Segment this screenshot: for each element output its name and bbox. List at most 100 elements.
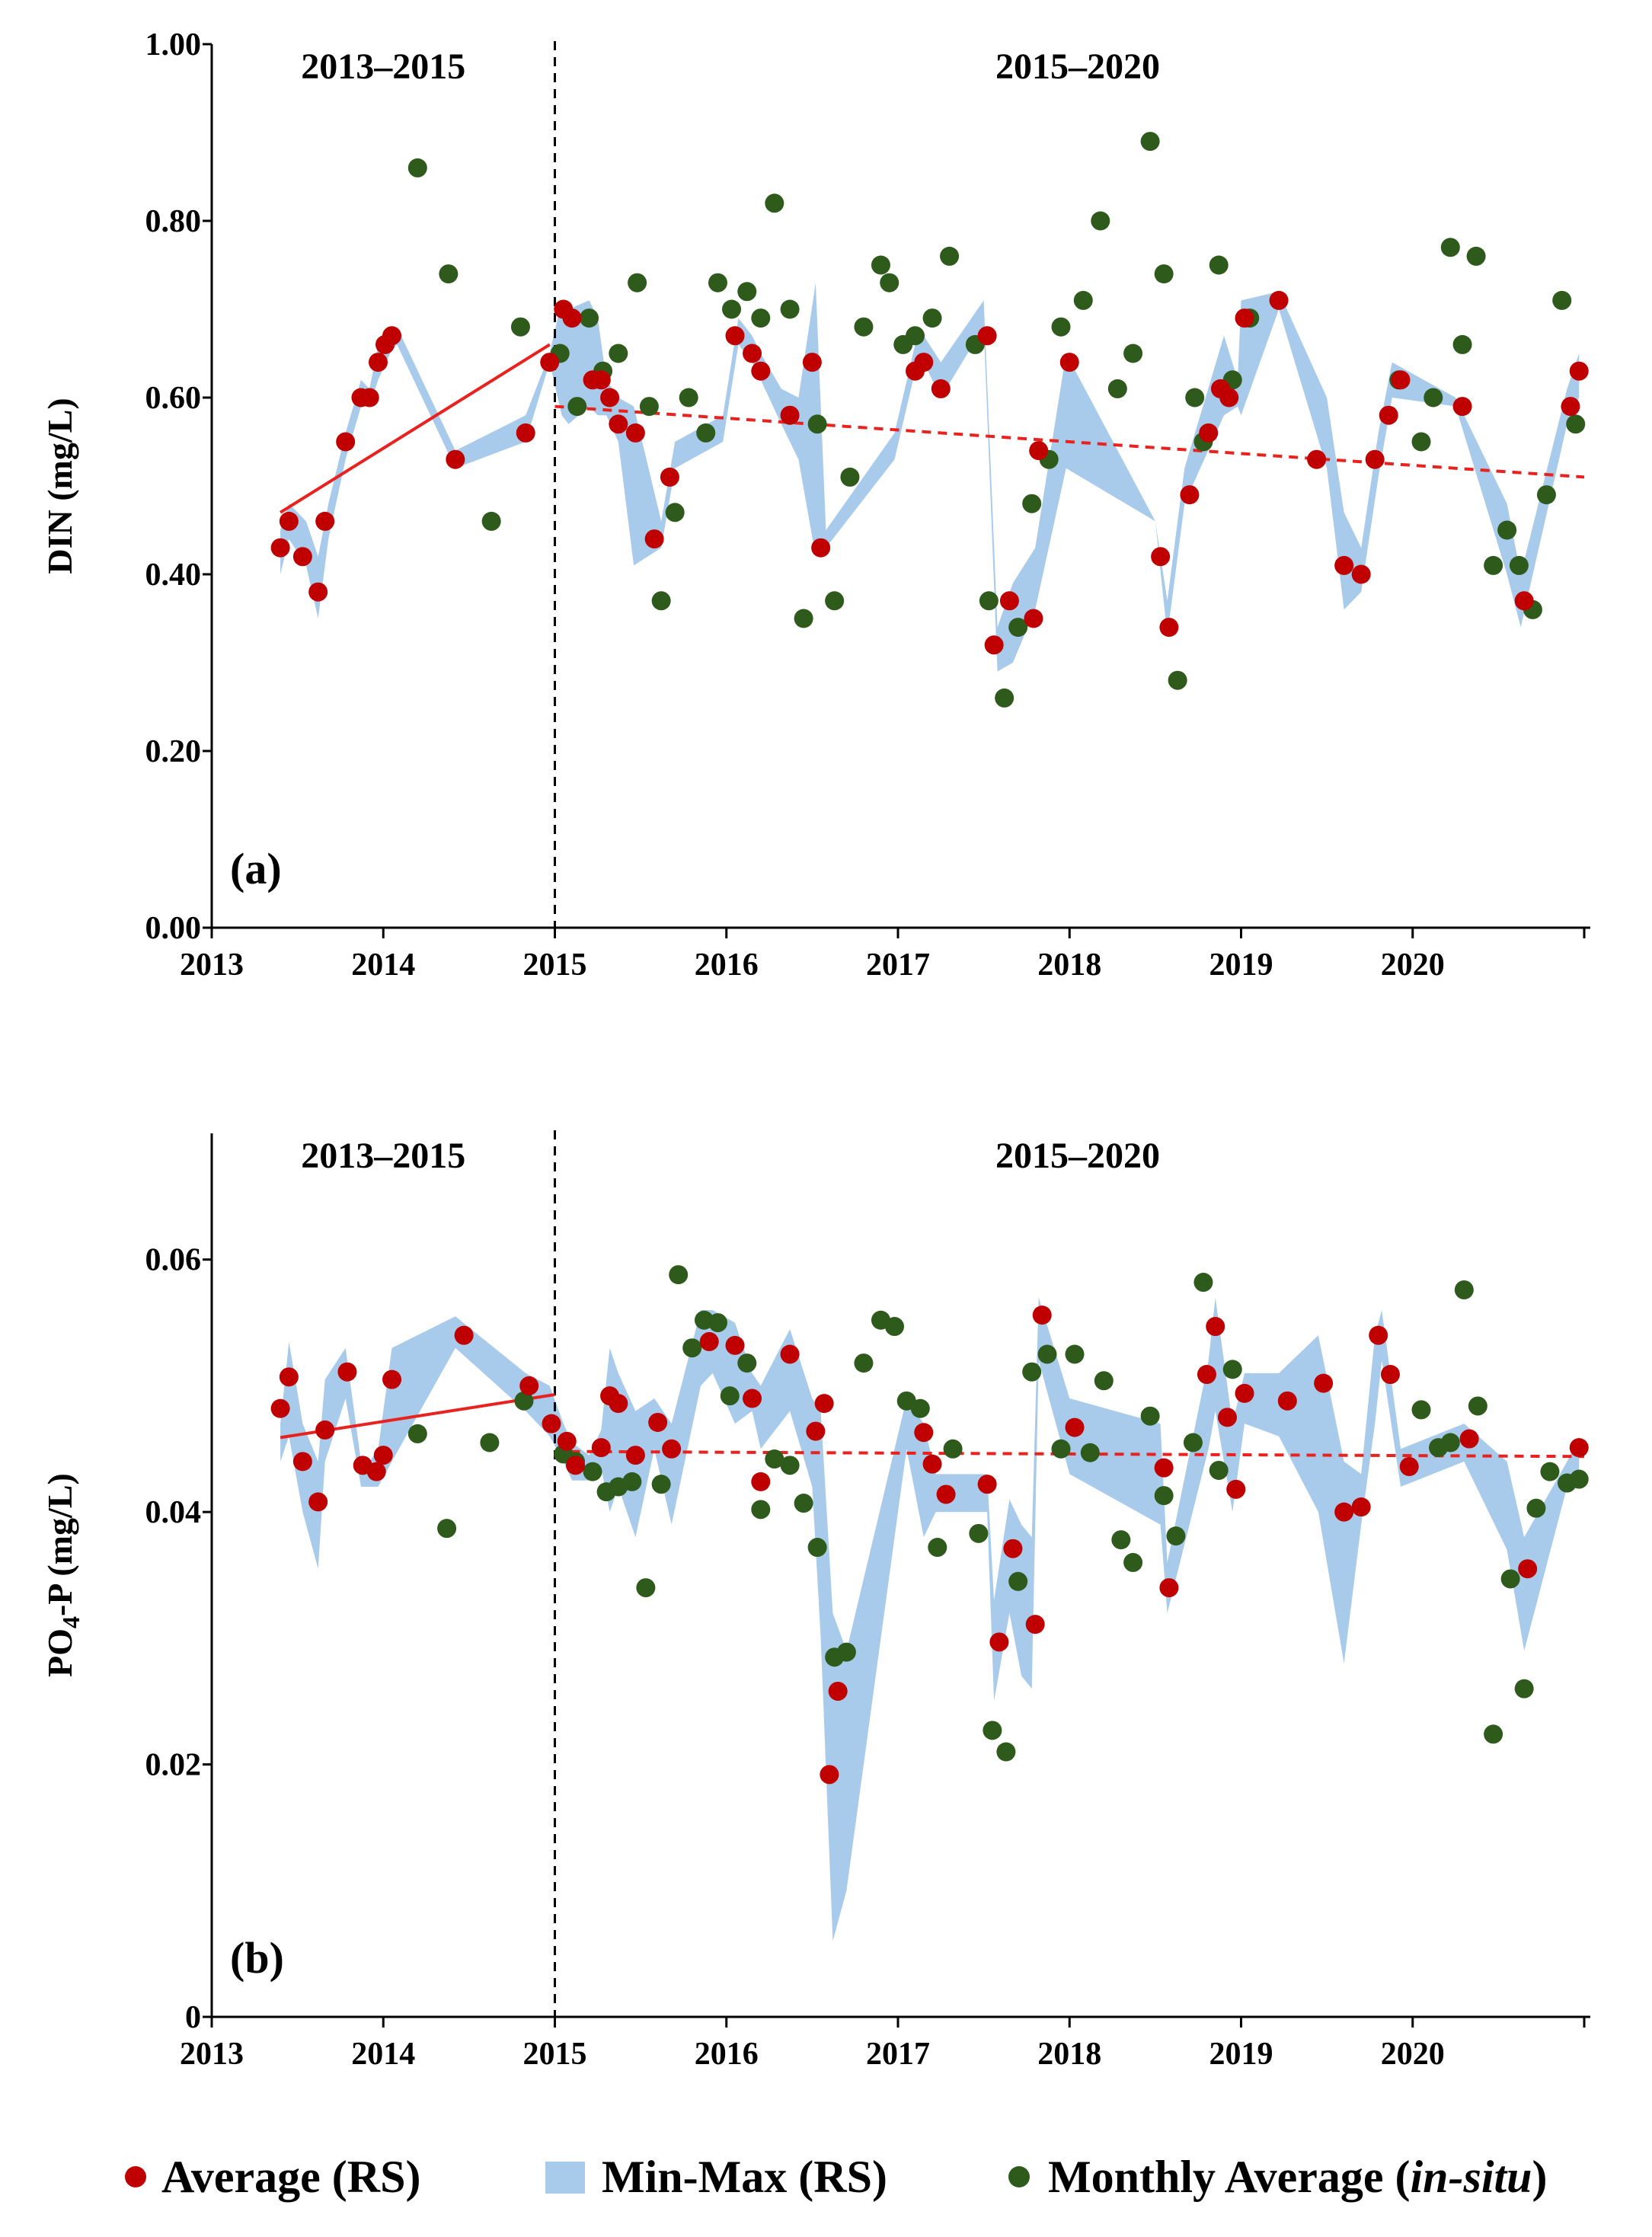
insitu-point — [871, 255, 890, 275]
legend-average-label: Average (RS) — [161, 2152, 420, 2202]
average-point — [454, 1325, 474, 1345]
average-point — [542, 1414, 561, 1433]
insitu-point — [765, 193, 784, 213]
insitu-point — [854, 317, 874, 337]
average-point — [1269, 290, 1289, 310]
average-point — [1399, 1456, 1419, 1476]
insitu-point — [682, 1338, 702, 1358]
insitu-point — [679, 388, 698, 407]
average-point — [1351, 1497, 1371, 1517]
average-point — [1059, 353, 1079, 372]
insitu-point — [765, 1449, 784, 1469]
average-point — [336, 432, 356, 452]
insitu-point — [1424, 388, 1443, 407]
y-tick-label: 0.06 — [145, 1243, 202, 1278]
insitu-point — [928, 1538, 947, 1558]
insitu-point — [906, 326, 925, 346]
average-point — [359, 388, 379, 407]
average-point — [662, 1439, 682, 1459]
average-point — [308, 582, 328, 602]
average-point — [931, 379, 951, 398]
insitu-point — [1065, 1344, 1085, 1364]
insitu-point — [1569, 1469, 1589, 1489]
average-point — [814, 1394, 834, 1414]
insitu-point — [1484, 1724, 1503, 1744]
insitu-point — [1080, 1443, 1100, 1462]
average-point — [751, 1472, 771, 1491]
y-axis-label: PO4-P (mg/L) — [40, 1473, 85, 1677]
average-point — [1277, 1391, 1297, 1411]
average-point — [811, 538, 831, 558]
insitu-point — [884, 1317, 904, 1337]
average-point — [1180, 485, 1200, 505]
average-point — [600, 388, 620, 407]
insitu-point — [940, 246, 960, 266]
average-point — [1217, 1408, 1237, 1427]
average-point — [315, 1420, 335, 1440]
average-point — [1032, 1305, 1052, 1325]
average-point — [1379, 405, 1398, 425]
average-point — [725, 326, 745, 346]
insitu-point — [1540, 1462, 1560, 1481]
insitu-point — [996, 1742, 1016, 1762]
insitu-point — [480, 1433, 500, 1452]
insitu-point — [794, 609, 813, 628]
insitu-point — [1411, 1400, 1431, 1420]
average-point — [936, 1484, 956, 1504]
insitu-point — [1497, 520, 1517, 540]
y-tick-label: 0.02 — [145, 1748, 202, 1783]
insitu-point — [639, 397, 659, 417]
average-point — [743, 344, 762, 363]
average-point — [989, 1632, 1009, 1652]
average-point — [366, 1462, 386, 1481]
average-point — [751, 361, 771, 381]
insitu-point — [1500, 1569, 1520, 1589]
insitu-point — [1037, 1344, 1057, 1364]
insitu-point — [437, 1519, 457, 1539]
x-tick-label: 2014 — [351, 948, 415, 983]
average-point — [1518, 1559, 1538, 1579]
insitu-point — [1123, 344, 1143, 363]
x-tick-label: 2015 — [523, 2037, 587, 2072]
average-point — [1365, 449, 1385, 469]
average-point — [1159, 618, 1179, 638]
insitu-point — [751, 308, 771, 328]
average-point — [270, 1398, 290, 1418]
average-point — [1334, 1502, 1354, 1522]
average-point — [609, 414, 628, 434]
x-tick-label: 2019 — [1209, 2037, 1273, 2072]
y-tick-label: 0.40 — [145, 558, 202, 593]
average-point — [591, 1438, 611, 1458]
insitu-point — [636, 1578, 656, 1598]
insitu-point — [1454, 1280, 1474, 1299]
average-point — [279, 1367, 299, 1387]
legend-insitu-marker — [1008, 2166, 1030, 2187]
x-tick-label: 2015 — [523, 948, 587, 983]
insitu-point — [1193, 1273, 1213, 1293]
insitu-point — [1183, 1433, 1203, 1452]
average-point — [562, 308, 582, 328]
insitu-point — [1073, 290, 1093, 310]
insitu-point — [622, 1472, 642, 1491]
average-point — [1219, 388, 1239, 407]
x-tick-label: 2016 — [695, 2037, 759, 2072]
insitu-point — [481, 511, 501, 531]
insitu-point — [1466, 246, 1486, 266]
insitu-point — [1051, 1439, 1071, 1459]
average-point — [725, 1335, 745, 1355]
trend-line-2013-2015 — [280, 343, 551, 514]
average-point — [308, 1492, 328, 1512]
average-point — [1452, 397, 1472, 417]
insitu-point — [1209, 255, 1229, 275]
average-point — [292, 1452, 312, 1472]
y-tick-label: 0 — [185, 2000, 201, 2035]
panel-label: (b) — [230, 1933, 284, 1983]
average-point — [1029, 441, 1049, 461]
insitu-point — [708, 273, 727, 292]
period-label-late: 2015–2020 — [995, 1136, 1160, 1176]
insitu-point — [720, 1386, 740, 1406]
insitu-point — [510, 317, 530, 337]
legend-minmax-swatch — [545, 2162, 585, 2194]
average-point — [625, 1446, 645, 1465]
x-tick-label: 2016 — [695, 948, 759, 983]
